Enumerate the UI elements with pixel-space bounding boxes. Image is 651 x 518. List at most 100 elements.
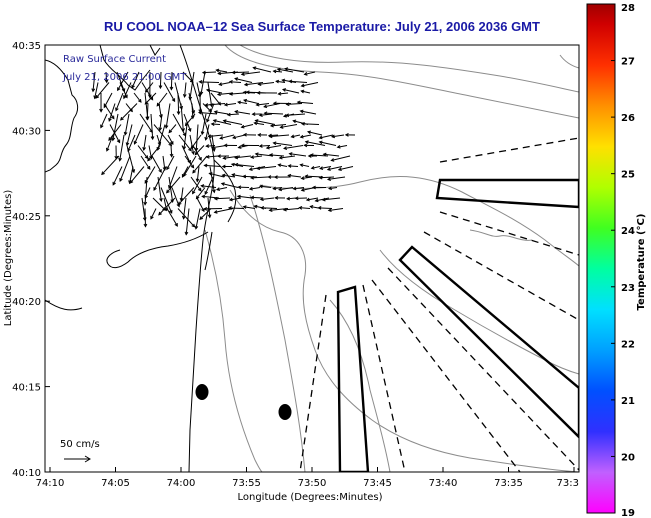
- current-vector-head: [275, 79, 280, 84]
- current-vector: [112, 166, 123, 186]
- current-vector-head: [309, 153, 314, 157]
- current-vector-head: [143, 223, 148, 228]
- annotation-line-1: Raw Surface Current: [63, 54, 166, 65]
- colorbar-tick-label: 20: [621, 452, 635, 463]
- current-vector-head: [133, 140, 138, 145]
- current-vector: [159, 113, 163, 131]
- current-vector-head: [284, 67, 289, 71]
- current-vector-head: [223, 143, 228, 148]
- current-vector-head: [156, 146, 161, 151]
- current-vector: [144, 92, 157, 105]
- current-vector: [158, 197, 176, 216]
- current-vector-head: [254, 119, 259, 123]
- current-vector: [214, 208, 234, 213]
- current-vector: [258, 82, 275, 85]
- current-vector-head: [311, 185, 316, 190]
- current-vector-head: [197, 187, 202, 192]
- current-vector: [319, 141, 337, 146]
- current-vector: [163, 82, 176, 102]
- current-vector: [266, 145, 282, 149]
- current-vector-head: [228, 197, 233, 202]
- colorbar-tick-label: 19: [621, 508, 635, 518]
- current-vector: [319, 134, 334, 139]
- current-vector-head: [306, 130, 312, 135]
- current-vector: [144, 176, 148, 205]
- current-vector: [201, 113, 207, 135]
- current-vector: [206, 103, 215, 122]
- current-vector-head: [277, 91, 282, 96]
- current-vector-head: [226, 112, 231, 117]
- current-vector: [327, 166, 343, 171]
- current-vector-head: [322, 152, 327, 157]
- current-vector: [243, 206, 256, 209]
- current-vector: [300, 164, 310, 167]
- colorbar-tick-label: 27: [621, 57, 635, 68]
- current-vector: [194, 145, 205, 155]
- current-vector: [307, 131, 323, 136]
- current-vector: [112, 113, 119, 141]
- current-vector-head: [242, 132, 247, 137]
- current-vector: [100, 113, 108, 128]
- current-vector-head: [218, 82, 223, 86]
- current-vector-head: [232, 135, 237, 140]
- map-title: RU COOL NOAA–12 Sea Surface Temperature:…: [104, 19, 540, 34]
- current-vector-head: [204, 103, 209, 107]
- current-vector: [259, 113, 273, 116]
- current-vector: [182, 166, 189, 178]
- current-vector-head: [272, 101, 277, 106]
- current-vector: [202, 103, 212, 112]
- current-vector-head: [237, 100, 242, 105]
- colorbar-tick-label: 22: [621, 339, 635, 350]
- current-vector: [297, 101, 314, 104]
- current-vector: [224, 103, 237, 106]
- current-vector-head: [191, 151, 195, 156]
- current-vector: [251, 196, 264, 199]
- current-vector: [171, 187, 180, 207]
- current-vector: [228, 207, 245, 209]
- current-vector: [229, 197, 242, 201]
- current-vector-head: [184, 231, 189, 236]
- current-vector-head: [115, 107, 119, 112]
- current-vector-head: [242, 90, 247, 95]
- current-vector-head: [263, 111, 268, 116]
- current-vector: [259, 185, 272, 188]
- current-vector-head: [215, 68, 220, 73]
- current-vector-head: [144, 194, 148, 199]
- current-vector: [137, 145, 149, 159]
- current-vector-head: [282, 207, 287, 212]
- current-vector: [106, 134, 114, 151]
- current-vector-head: [314, 198, 319, 203]
- current-vector-head: [200, 184, 205, 188]
- current-vector-head: [212, 189, 216, 194]
- current-vector: [190, 176, 202, 192]
- current-vector: [322, 197, 341, 201]
- current-vector-head: [287, 173, 292, 178]
- x-tick-label: 74:00: [167, 478, 196, 489]
- current-vector: [256, 103, 270, 106]
- current-vector-head: [263, 104, 268, 109]
- colorbar-tick-label: 25: [621, 170, 635, 181]
- current-vector: [134, 124, 144, 145]
- current-vector-head: [298, 205, 303, 210]
- current-vector: [237, 195, 253, 199]
- current-vector-head: [100, 124, 104, 129]
- current-vector: [318, 207, 333, 209]
- current-vector: [166, 176, 181, 194]
- current-vector: [184, 155, 194, 168]
- current-vector-head: [300, 121, 305, 126]
- current-vector: [94, 82, 99, 99]
- current-vector: [270, 124, 287, 127]
- current-vector: [125, 103, 133, 112]
- current-vector-head: [328, 186, 333, 191]
- current-vector: [301, 176, 313, 179]
- colorbar-tick-label: 23: [621, 283, 635, 294]
- current-vector: [211, 145, 227, 149]
- current-vector: [157, 124, 166, 151]
- current-vector-head: [277, 163, 282, 168]
- current-vector-head: [281, 78, 286, 83]
- current-vector: [319, 176, 335, 179]
- current-vector-head: [221, 173, 226, 178]
- current-vector: [227, 113, 240, 116]
- current-vector-head: [337, 167, 342, 172]
- current-vector-head: [290, 134, 295, 139]
